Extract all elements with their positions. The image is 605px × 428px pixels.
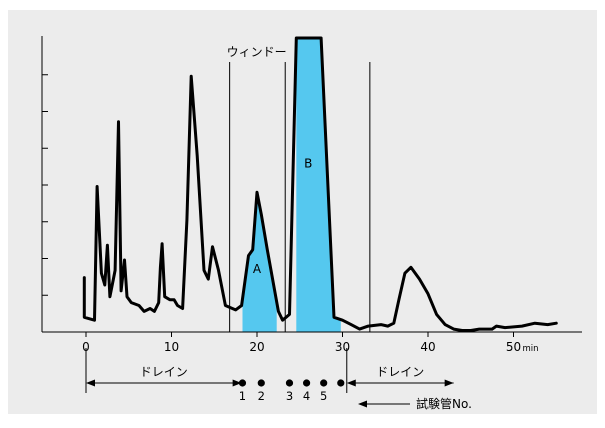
tube-dot-1 bbox=[238, 379, 247, 387]
window-label: ウィンドー bbox=[227, 45, 287, 59]
tube-pointer-arrow bbox=[358, 400, 367, 408]
tube-dot-6 bbox=[337, 379, 345, 387]
x-tick-label-10: 10 bbox=[164, 340, 179, 354]
tube-number-3: 3 bbox=[286, 389, 293, 403]
tube-label: 試験管No. bbox=[416, 396, 472, 411]
tube-number-5: 5 bbox=[320, 389, 327, 403]
tube-dot-2 bbox=[257, 379, 265, 387]
tube-number-1: 1 bbox=[239, 389, 246, 403]
tube-dot-3 bbox=[285, 379, 294, 387]
drain-arrow-right-1 bbox=[232, 379, 242, 387]
drain-label-2: ドレイン bbox=[376, 365, 424, 379]
tube-dot-5 bbox=[320, 379, 328, 387]
x-tick-label-20: 20 bbox=[249, 340, 264, 354]
x-tick-label-40: 40 bbox=[420, 340, 435, 354]
drain-arrow-left-1 bbox=[86, 379, 95, 387]
drain-arrow-right-2 bbox=[444, 379, 454, 387]
peak-label-a: A bbox=[253, 262, 262, 276]
shaded-peak-a bbox=[242, 192, 277, 332]
peak-label-b: B bbox=[304, 156, 312, 170]
x-tick-label-30: 30 bbox=[335, 340, 350, 354]
tube-number-4: 4 bbox=[303, 389, 310, 403]
x-tick-label-50: 50 bbox=[506, 340, 521, 354]
drain-arrow-left-2 bbox=[346, 379, 356, 387]
x-tick-label-0: 0 bbox=[82, 340, 90, 354]
x-unit-label: min bbox=[523, 344, 539, 354]
shaded-peak-b bbox=[296, 38, 341, 332]
chromatogram-trace bbox=[82, 36, 558, 332]
tube-dot-4 bbox=[302, 379, 311, 387]
drain-label-1: ドレイン bbox=[140, 365, 188, 379]
tube-number-2: 2 bbox=[258, 389, 265, 403]
